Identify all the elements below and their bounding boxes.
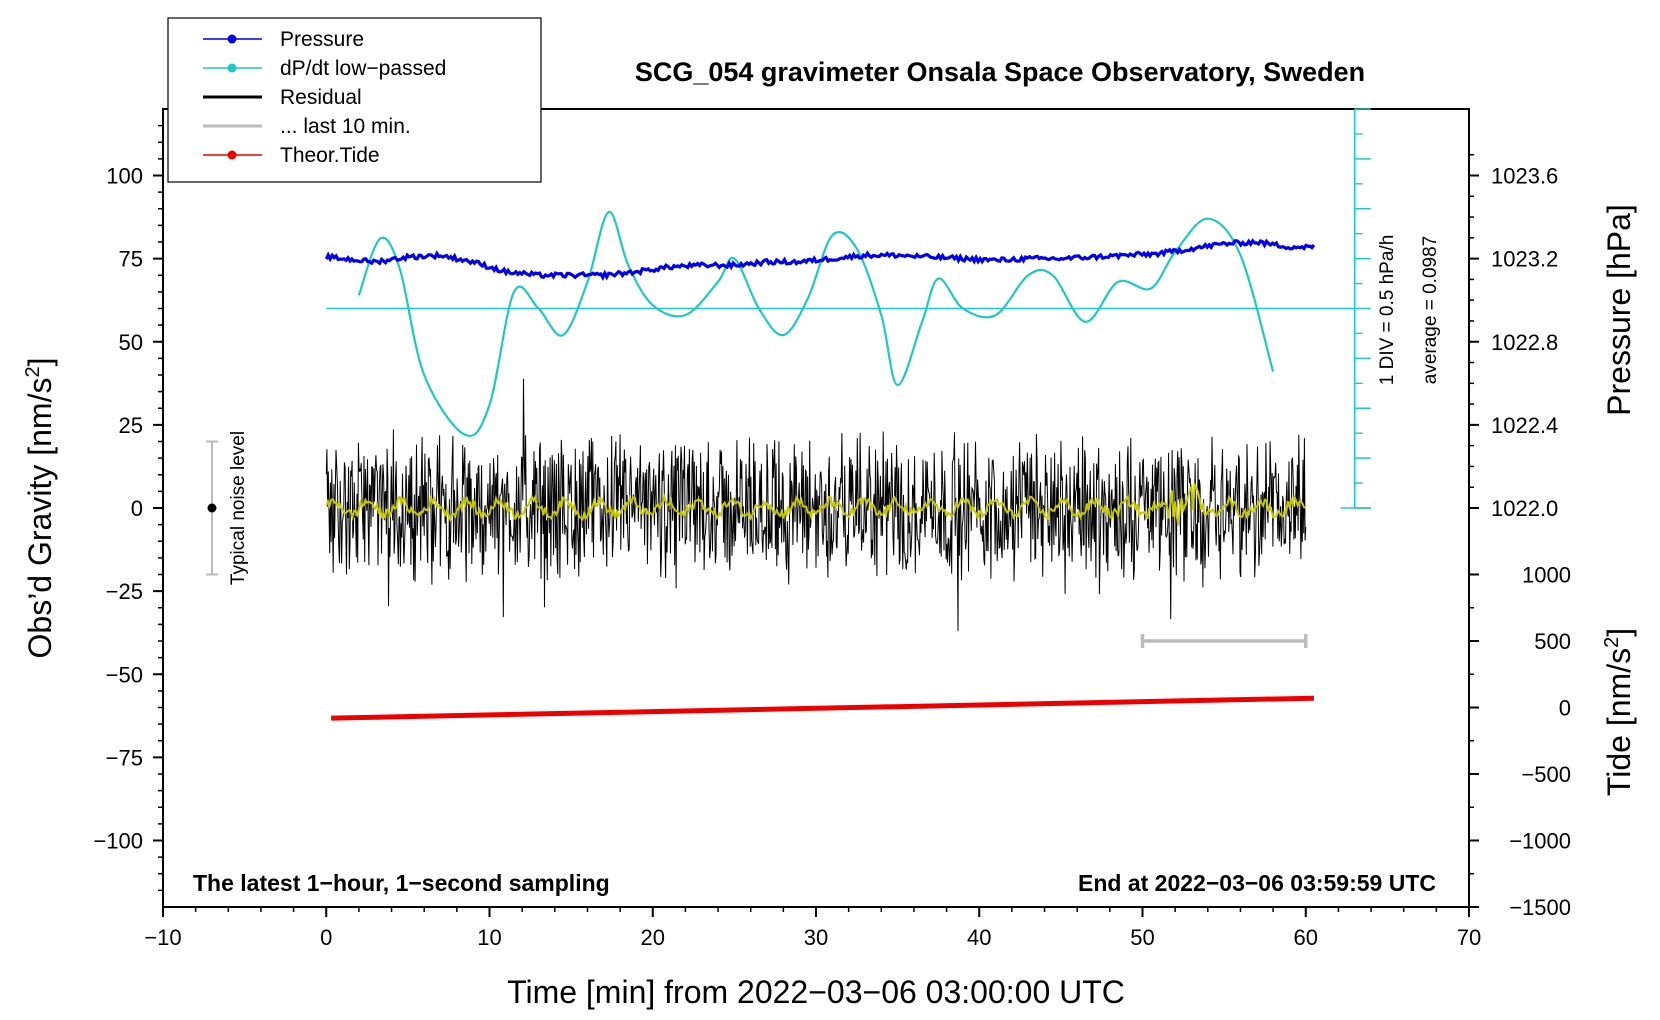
x-tick-label: 0 <box>320 925 332 950</box>
pressure-tick-label: 1022.8 <box>1491 330 1558 355</box>
x-axis: −10 0 10 20 30 40 50 60 70 <box>144 907 1481 950</box>
x-axis-title: Time [min] from 2022−03−06 03:00:00 UTC <box>507 974 1125 1010</box>
tide-tick-label: 0 <box>1559 696 1571 721</box>
x-tick-label: 70 <box>1457 925 1481 950</box>
x-tick-label: 50 <box>1130 925 1154 950</box>
series-residual-smoothed <box>325 481 1307 526</box>
note-sampling: The latest 1−hour, 1−second sampling <box>193 870 610 896</box>
y-axis-tide: 1000 500 0 −500 −1000 −1500 <box>1469 563 1571 920</box>
last-10-min-bar <box>1140 634 1308 648</box>
noise-center-dot <box>207 503 217 513</box>
series-layer <box>324 210 1355 721</box>
tide-tick-label: −500 <box>1521 762 1571 787</box>
y-axis-title-pressure: Pressure [hPa] <box>1601 204 1637 416</box>
tide-tick-label: 500 <box>1534 629 1571 654</box>
pressure-tick-label: 1022.4 <box>1491 413 1558 438</box>
legend-label: dP/dt low−passed <box>280 57 446 80</box>
x-tick-label: 10 <box>477 925 501 950</box>
x-tick-label: 30 <box>804 925 828 950</box>
y-axis-title-left: Obs’d Gravity [nm/s2] <box>22 358 58 659</box>
y-axis-pressure: 1023.6 1023.2 1022.8 1022.4 1022.0 <box>1469 153 1558 521</box>
chart-title: SCG_054 gravimeter Onsala Space Observat… <box>635 57 1365 87</box>
legend: Pressure dP/dt low−passed Residual ... last… <box>167 17 542 183</box>
y-tick-label: 75 <box>119 247 143 272</box>
legend-label: Theor.Tide <box>280 144 380 167</box>
y-tick-label: 100 <box>106 164 143 189</box>
legend-label: ... last 10 min. <box>280 115 411 138</box>
tide-tick-label: −1500 <box>1509 895 1571 920</box>
tide-tick-label: −1000 <box>1509 829 1571 854</box>
y-axis-title-tide: Tide [nm/s2] <box>1601 628 1637 796</box>
y-tick-label: −75 <box>106 745 143 770</box>
legend-marker <box>227 63 237 73</box>
dpdt-axis: 1 DIV = 0.5 hPa/h average = 0.0987 <box>1340 108 1441 509</box>
legend-label: Pressure <box>280 28 364 51</box>
y-tick-label: 0 <box>131 496 143 521</box>
pressure-tick-label: 1022.0 <box>1491 496 1558 521</box>
series-dpdt <box>357 210 1275 438</box>
y-tick-label: −50 <box>106 662 143 687</box>
pressure-tick-label: 1023.2 <box>1491 247 1558 272</box>
dpdt-average-label: average = 0.0987 <box>1420 236 1441 384</box>
x-tick-label: 20 <box>641 925 665 950</box>
y-tick-label: 50 <box>119 330 143 355</box>
y-tick-label: 25 <box>119 413 143 438</box>
series-theor-tide <box>331 695 1314 721</box>
noise-level-indicator: Typical noise level <box>205 431 249 585</box>
series-residual <box>325 378 1307 632</box>
legend-label: Residual <box>280 86 362 109</box>
x-tick-label: 60 <box>1294 925 1318 950</box>
legend-marker <box>227 34 237 44</box>
noise-label: Typical noise level <box>228 431 249 585</box>
legend-marker <box>227 150 237 160</box>
series-pressure <box>324 238 1316 282</box>
x-tick-label: 40 <box>967 925 991 950</box>
x-tick-label: −10 <box>144 925 181 950</box>
y-axis-left: 100 75 50 25 0 −25 −50 −75 −100 <box>93 124 163 892</box>
dpdt-div-label: 1 DIV = 0.5 hPa/h <box>1377 235 1398 386</box>
pressure-tick-label: 1023.6 <box>1491 164 1558 189</box>
y-tick-label: −25 <box>106 579 143 604</box>
note-end-time: End at 2022−03−06 03:59:59 UTC <box>1078 870 1436 896</box>
y-tick-label: −100 <box>93 829 143 854</box>
tide-tick-label: 1000 <box>1522 563 1571 588</box>
